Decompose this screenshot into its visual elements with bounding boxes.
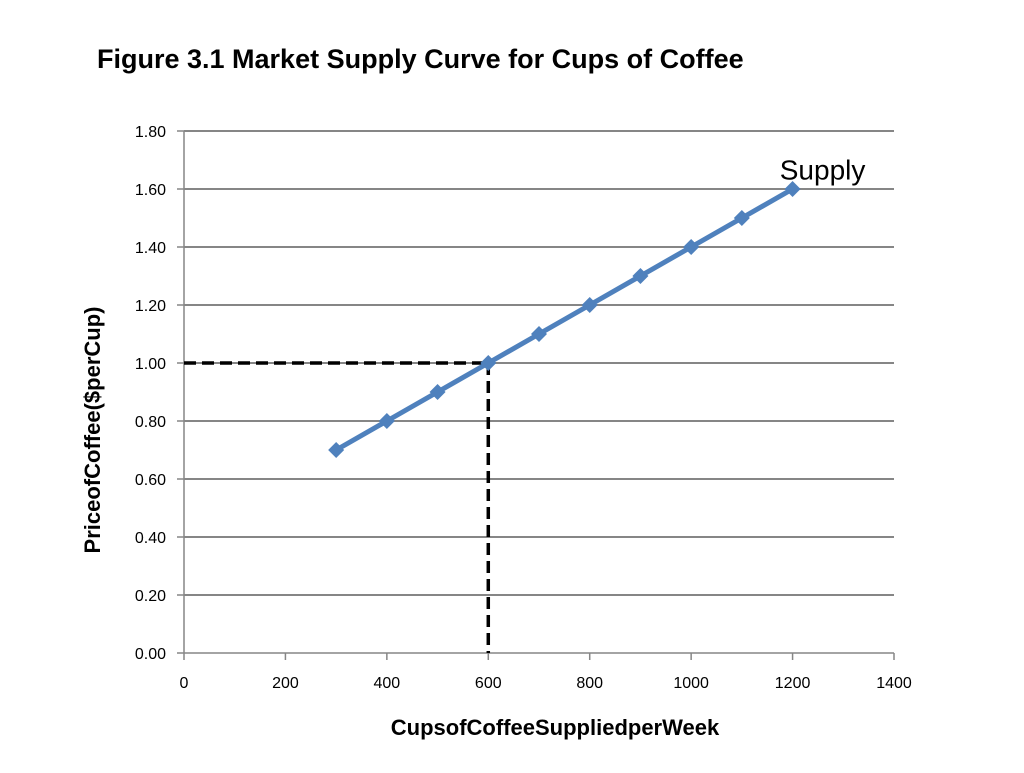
y-tick-label-7: 1.40 — [135, 240, 166, 257]
chart-title: Figure 3.1 Market Supply Curve for Cups … — [97, 44, 744, 74]
x-tick-label-1: 200 — [272, 675, 299, 692]
series-line-0 — [336, 189, 792, 450]
y-tick-label-6: 1.20 — [135, 298, 166, 315]
y-axis-label: PriceofCoffee($perCup) — [80, 307, 105, 554]
y-tick-label-8: 1.60 — [135, 182, 166, 199]
y-tick-label-5: 1.00 — [135, 356, 166, 373]
y-tick-label-3: 0.60 — [135, 472, 166, 489]
grid-lines — [184, 131, 894, 595]
tick-labels: 0.00 0.20 0.40 0.60 0.80 1.00 1.20 1.40 1.60 1.80… — [135, 124, 912, 692]
x-tick-label-6: 1200 — [775, 675, 811, 692]
y-tick-label-1: 0.20 — [135, 588, 166, 605]
y-tick-label-4: 0.80 — [135, 414, 166, 431]
x-tick-label-7: 1400 — [876, 675, 912, 692]
x-tick-label-4: 800 — [576, 675, 603, 692]
x-tick-label-0: 0 — [180, 675, 189, 692]
x-axis-label: CupsofCoffeeSuppliedperWeek — [391, 715, 720, 740]
supply-curve-label: Supply — [780, 155, 866, 186]
x-tick-label-5: 1000 — [673, 675, 709, 692]
y-tick-label-0: 0.00 — [135, 646, 166, 663]
reference-lines — [184, 363, 488, 653]
y-tick-label-9: 1.80 — [135, 124, 166, 141]
axes — [177, 131, 894, 660]
x-tick-label-3: 600 — [475, 675, 502, 692]
series-supply — [328, 181, 800, 458]
x-tick-label-2: 400 — [374, 675, 401, 692]
y-tick-label-2: 0.40 — [135, 530, 166, 547]
